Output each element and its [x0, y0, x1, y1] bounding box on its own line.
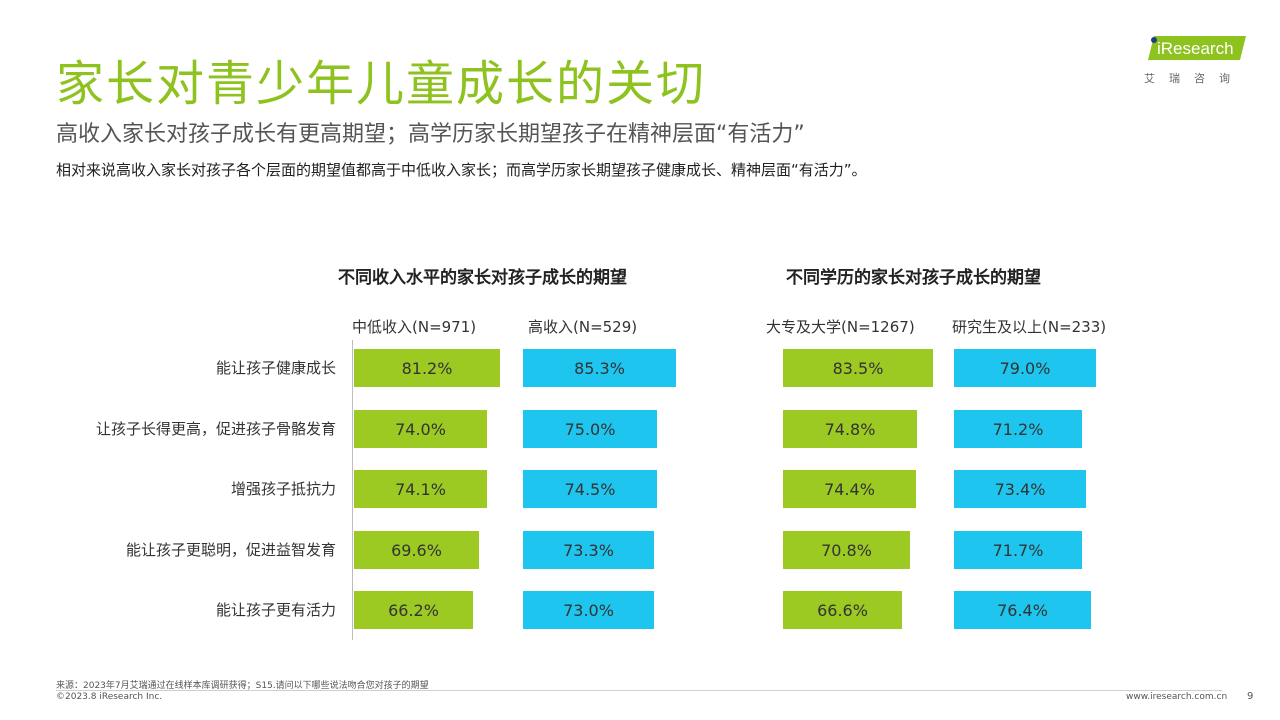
- category-axis-line: [352, 340, 353, 640]
- category-label: 能让孩子更有活力: [215, 601, 336, 619]
- bar: 66.2%: [354, 591, 473, 629]
- category-label: 增强孩子抵抗力: [230, 480, 336, 498]
- bar-value-label: 74.0%: [395, 419, 446, 439]
- bar: 73.3%: [523, 531, 654, 569]
- bar-value-label: 69.6%: [391, 540, 442, 560]
- page-subtitle: 高收入家长对孩子成长有更高期望；高学历家长期望孩子在精神层面“有活力”: [56, 122, 805, 147]
- bar: 73.4%: [954, 470, 1086, 508]
- category-label: 能让孩子更聪明，促进益智发育: [125, 541, 336, 559]
- bar-value-label: 83.5%: [832, 358, 884, 378]
- bar-value-label: 66.6%: [817, 600, 868, 620]
- bar-value-label: 70.8%: [821, 540, 872, 560]
- category-label: 能让孩子健康成长: [215, 359, 336, 377]
- bar: 85.3%: [523, 349, 676, 387]
- bar-value-label: 76.4%: [997, 600, 1048, 620]
- footer-url: www.iresearch.com.cn: [1126, 692, 1228, 702]
- logo-chinese-text: 艾瑞咨询: [1144, 72, 1244, 85]
- legend-edu-graduate: 研究生及以上(N=233): [952, 318, 1107, 336]
- page-description: 相对来说高收入家长对孩子各个层面的期望值都高于中低收入家长；而高学历家长期望孩子…: [56, 161, 867, 179]
- bar: 74.5%: [523, 470, 657, 508]
- bar: 79.0%: [954, 349, 1096, 387]
- bar-value-label: 73.3%: [563, 540, 614, 560]
- bar-value-label: 66.2%: [388, 600, 439, 620]
- bar: 74.1%: [354, 470, 487, 508]
- legend-income-high: 高收入(N=529): [528, 318, 638, 336]
- bar-value-label: 74.8%: [824, 419, 876, 439]
- legend-income-low: 中低收入(N=971): [352, 318, 477, 336]
- bar-value-label: 73.4%: [994, 479, 1046, 499]
- bar: 69.6%: [354, 531, 479, 569]
- chart-title-income: 不同收入水平的家长对孩子成长的期望: [338, 268, 627, 288]
- bar: 75.0%: [523, 410, 657, 448]
- bar-value-label: 73.0%: [563, 600, 614, 620]
- bar: 74.4%: [783, 470, 916, 508]
- page-title: 家长对青少年儿童成长的关切: [56, 56, 707, 112]
- bar: 71.7%: [954, 531, 1082, 569]
- bar: 81.2%: [354, 349, 500, 387]
- footer-copyright: ©2023.8 iResearch Inc.: [56, 692, 163, 702]
- bar-value-label: 74.5%: [564, 479, 616, 499]
- bar: 74.8%: [783, 410, 917, 448]
- bar: 74.0%: [354, 410, 487, 448]
- bar-value-label: 79.0%: [999, 358, 1051, 378]
- bar-value-label: 74.1%: [395, 479, 446, 499]
- footer-source: 来源：2023年7月艾瑞通过在线样本库调研获得；S15.请问以下哪些说法吻合您对…: [56, 681, 429, 691]
- bar: 83.5%: [783, 349, 933, 387]
- logo-text: iResearch: [1157, 39, 1234, 58]
- bar-value-label: 85.3%: [574, 358, 625, 378]
- iresearch-logo-wordmark: iResearch: [1148, 36, 1246, 60]
- iresearch-logo: iResearch 艾瑞咨询: [1140, 30, 1252, 86]
- bar-value-label: 75.0%: [564, 419, 616, 439]
- bar-value-label: 71.2%: [992, 419, 1044, 439]
- footer-divider: [56, 690, 1222, 691]
- chart-title-education: 不同学历的家长对孩子成长的期望: [786, 268, 1041, 288]
- bar: 70.8%: [783, 531, 910, 569]
- category-label: 让孩子长得更高，促进孩子骨骼发育: [95, 420, 336, 438]
- bar: 76.4%: [954, 591, 1091, 629]
- bar-value-label: 71.7%: [992, 540, 1044, 560]
- bar-value-label: 74.4%: [824, 479, 875, 499]
- page-number: 9: [1247, 691, 1254, 702]
- bar: 66.6%: [783, 591, 902, 629]
- bar: 71.2%: [954, 410, 1082, 448]
- bar: 73.0%: [523, 591, 654, 629]
- bar-value-label: 81.2%: [401, 358, 453, 378]
- legend-edu-college: 大专及大学(N=1267): [766, 318, 915, 336]
